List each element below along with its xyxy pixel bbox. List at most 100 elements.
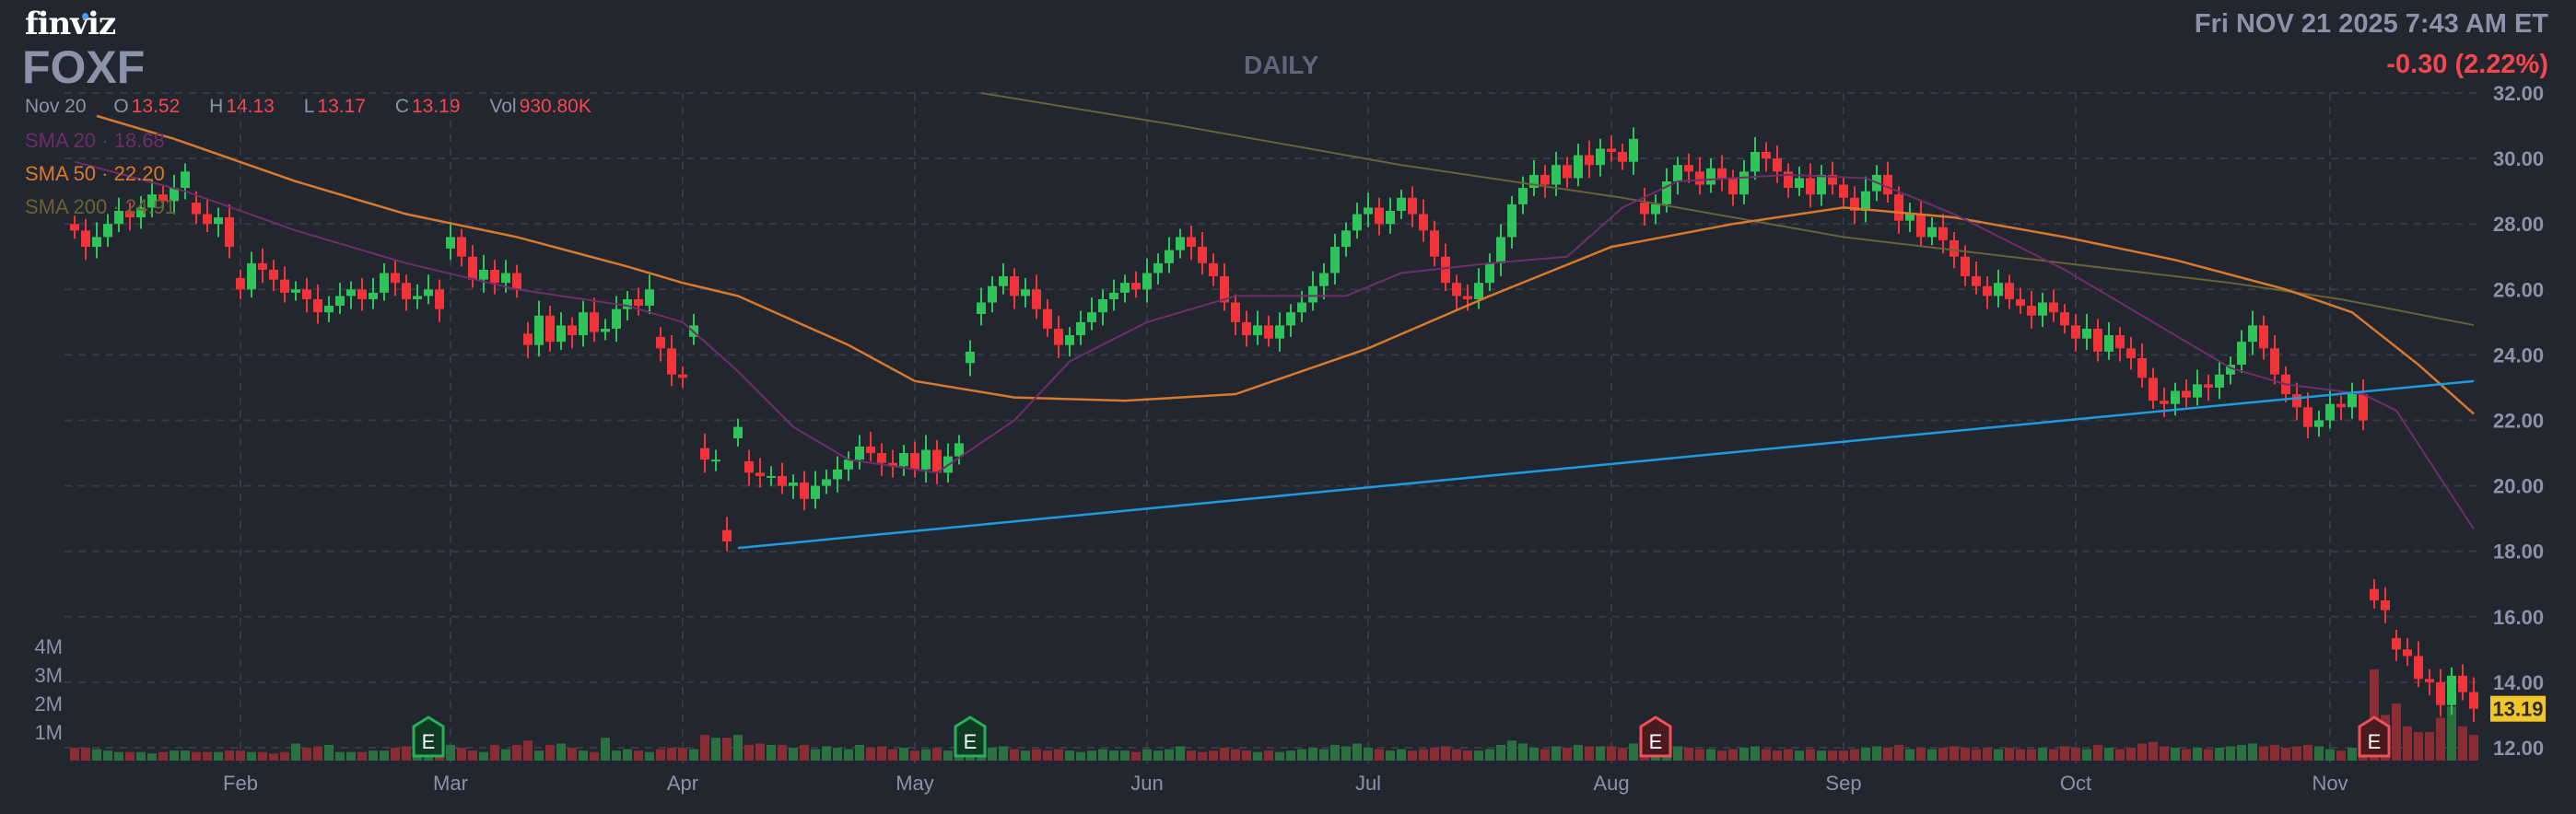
candle bbox=[2005, 274, 2014, 309]
volume-bar bbox=[1574, 744, 1583, 761]
earnings-marker[interactable]: E bbox=[412, 715, 445, 758]
candle bbox=[1585, 140, 1594, 179]
volume-bar bbox=[590, 751, 599, 761]
sma200-label: SMA 200 bbox=[25, 195, 108, 218]
candle bbox=[2436, 669, 2445, 717]
volume-bar bbox=[346, 751, 356, 761]
candle bbox=[1938, 214, 1948, 254]
logo-dot-icon bbox=[82, 13, 88, 19]
candle-body bbox=[2071, 325, 2080, 339]
candle bbox=[822, 469, 831, 494]
earnings-marker[interactable]: E bbox=[1639, 715, 1672, 758]
volume-bar bbox=[1441, 746, 1450, 761]
volume-bar bbox=[2115, 749, 2125, 761]
volume-bar bbox=[2292, 746, 2301, 761]
candle-body bbox=[2270, 348, 2279, 375]
volume-bar bbox=[2370, 669, 2379, 761]
candle-body bbox=[1629, 138, 1638, 162]
volume-bar bbox=[1054, 749, 1063, 761]
candle-body bbox=[203, 214, 212, 225]
volume-bar bbox=[700, 735, 709, 761]
sma200-legend[interactable]: SMA 200 · 24.91 bbox=[25, 195, 176, 219]
candle bbox=[490, 260, 499, 295]
earnings-marker[interactable]: E bbox=[2358, 715, 2391, 758]
x-axis-month-label: Jun bbox=[1130, 772, 1163, 795]
finviz-logo[interactable]: finviz bbox=[25, 6, 116, 42]
candle bbox=[2193, 369, 2202, 406]
candle-body bbox=[225, 217, 234, 248]
candle bbox=[1076, 310, 1085, 345]
candle-body bbox=[1474, 283, 1483, 299]
candle-body bbox=[954, 443, 964, 457]
candle-body bbox=[1905, 214, 1914, 221]
volume-bar bbox=[2414, 732, 2423, 761]
candle-body bbox=[1695, 171, 1704, 185]
candle bbox=[1242, 310, 1251, 347]
candle-body bbox=[335, 296, 345, 307]
volume-bar bbox=[1518, 743, 1528, 761]
candle bbox=[1751, 136, 1760, 180]
candle bbox=[1032, 274, 1041, 320]
volume-bar bbox=[943, 750, 953, 761]
earnings-badge-icon bbox=[1639, 715, 1672, 758]
candle bbox=[380, 262, 389, 301]
candle-body bbox=[711, 459, 720, 462]
volume-bar bbox=[1739, 748, 1749, 761]
candle bbox=[1861, 176, 1870, 223]
candle bbox=[733, 418, 743, 447]
volume-bar bbox=[1010, 749, 1019, 761]
volume-bar bbox=[479, 751, 488, 761]
sma20-legend[interactable]: SMA 20 · 18.68 bbox=[25, 129, 165, 153]
candle bbox=[103, 214, 112, 248]
volume-bar bbox=[1308, 748, 1317, 761]
candle bbox=[844, 451, 853, 482]
candle bbox=[302, 277, 311, 313]
candle bbox=[2447, 667, 2456, 715]
candle-body bbox=[1352, 214, 1362, 231]
candle bbox=[1773, 145, 1782, 183]
candle bbox=[468, 245, 477, 288]
candle bbox=[1795, 166, 1804, 196]
candle-body bbox=[280, 279, 289, 293]
sma50-legend[interactable]: SMA 50 · 22.20 bbox=[25, 162, 165, 186]
candle-body bbox=[733, 426, 743, 439]
candle bbox=[1430, 220, 1439, 267]
candle bbox=[744, 449, 754, 486]
candle-body bbox=[1618, 151, 1627, 162]
candle bbox=[1739, 159, 1749, 204]
candle-body bbox=[2425, 679, 2434, 682]
ohlc-legend: Nov 20 O 13.52 H 14.13 L 13.17 C 13.19 Vol 93… bbox=[25, 96, 615, 118]
volume-bar bbox=[1551, 746, 1561, 761]
candle-body bbox=[1784, 171, 1793, 189]
volume-bar bbox=[1076, 751, 1085, 761]
candle bbox=[424, 274, 433, 305]
volume-bar bbox=[391, 748, 400, 761]
candle bbox=[789, 474, 798, 499]
volume-bar bbox=[2226, 746, 2235, 761]
candle bbox=[335, 283, 345, 314]
logo-text: finviz bbox=[25, 6, 116, 42]
ticker-symbol: FOXF bbox=[22, 41, 146, 93]
candle bbox=[70, 215, 79, 239]
sma200-value: 24.91 bbox=[124, 195, 176, 218]
candle-body bbox=[1131, 283, 1141, 290]
candle-body bbox=[645, 289, 654, 307]
candle bbox=[1839, 176, 1848, 206]
volume-bar bbox=[81, 748, 90, 761]
volume-bar bbox=[1330, 744, 1340, 761]
volume-bar bbox=[1795, 750, 1804, 761]
candle-body bbox=[1585, 155, 1594, 166]
sma20-line bbox=[74, 160, 2475, 530]
candle bbox=[1684, 153, 1693, 183]
candle-body bbox=[369, 292, 378, 299]
candle-body bbox=[435, 289, 444, 309]
volume-bar bbox=[2193, 748, 2202, 761]
candle-body bbox=[192, 203, 201, 215]
volume-bar bbox=[170, 750, 179, 761]
volume-bar bbox=[1231, 749, 1240, 761]
volume-bar bbox=[1905, 749, 1914, 761]
volume-bar bbox=[2182, 749, 2191, 761]
earnings-marker[interactable]: E bbox=[954, 715, 987, 758]
volume-bar bbox=[1961, 748, 1970, 761]
